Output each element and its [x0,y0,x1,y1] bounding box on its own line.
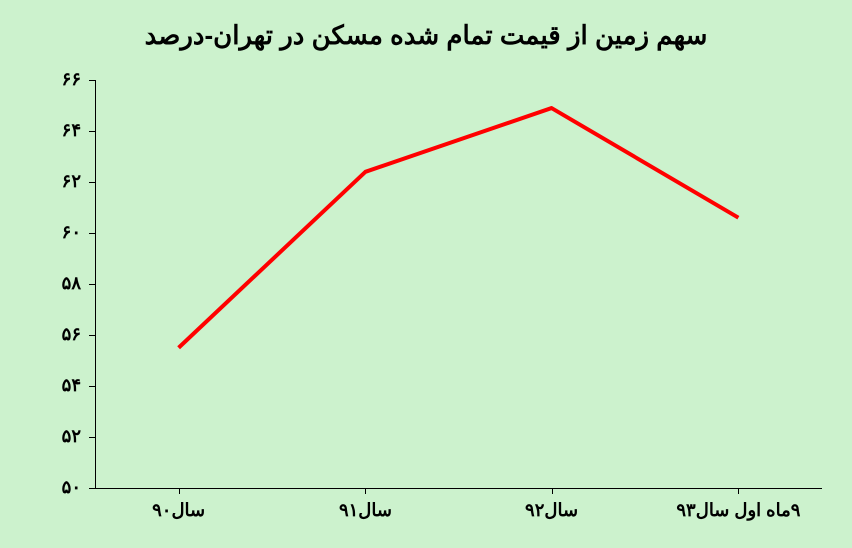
x-tick-label: سال۹۱ [339,500,392,521]
y-tick-label: ۵۰ [62,477,81,498]
plot-area [95,80,822,488]
x-axis [95,488,822,489]
y-tick-label: ۶۴ [62,120,81,141]
y-axis [95,80,96,488]
x-tick-label: سال۹۰ [152,500,205,521]
x-tick-label: سال۹۲ [525,500,578,521]
chart-title: سهم زمین از قیمت تمام شده مسکن در تهران-… [0,20,852,51]
line-svg [95,80,822,488]
y-tick-label: ۵۲ [62,426,81,447]
y-tick-label: ۵۶ [62,324,81,345]
y-tick-label: ۶۶ [62,69,81,90]
y-tick-label: ۶۲ [62,171,81,192]
y-tick-label: ۵۴ [62,375,81,396]
x-tick-label: ۹ماه اول سال۹۳ [676,500,800,521]
y-tick-label: ۵۸ [62,273,81,294]
data-line [179,108,739,348]
chart-container: سهم زمین از قیمت تمام شده مسکن در تهران-… [0,0,852,548]
y-tick-label: ۶۰ [62,222,81,243]
